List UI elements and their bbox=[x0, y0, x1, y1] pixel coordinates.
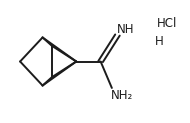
Text: NH: NH bbox=[116, 23, 134, 36]
Text: NH₂: NH₂ bbox=[111, 89, 133, 102]
Text: H: H bbox=[155, 35, 164, 48]
Text: HCl: HCl bbox=[157, 16, 177, 30]
